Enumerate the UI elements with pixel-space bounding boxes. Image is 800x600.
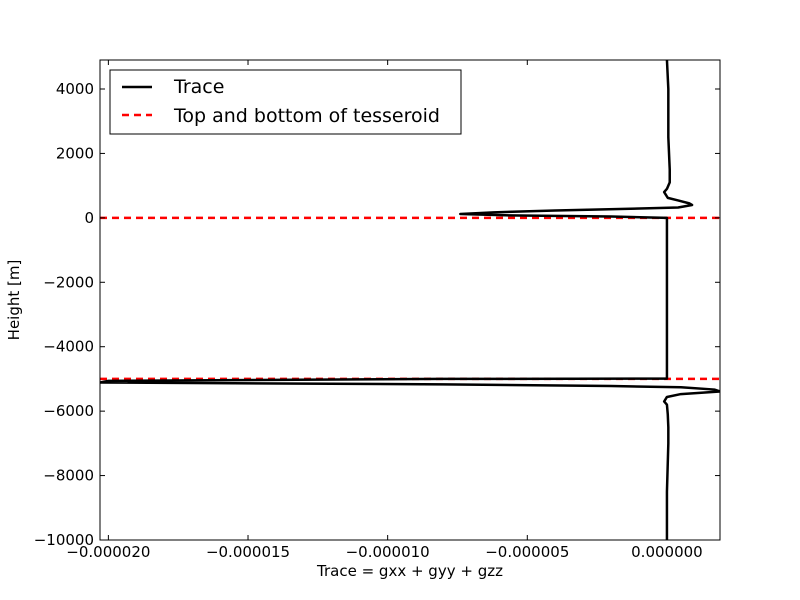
- legend-label-trace: Trace: [173, 76, 224, 98]
- series-line-trace: [100, 60, 720, 540]
- legend-box: [109, 69, 462, 135]
- x-axis: −0.000020 −0.000015 −0.000010 −0.000005 0.00…: [66, 60, 703, 561]
- legend: Trace Top and bottom of tesseroid: [109, 69, 462, 135]
- x-tick-label: −0.000005: [485, 543, 569, 561]
- y-tick-label: 0: [84, 209, 94, 227]
- plot-frame: [99, 59, 721, 541]
- y-tick-label: −8000: [43, 467, 94, 485]
- x-tick-label: −0.000010: [346, 543, 430, 561]
- y-tick-label: −10000: [34, 531, 94, 549]
- x-tick-label: −0.000015: [206, 543, 290, 561]
- reference-lines: [100, 216, 720, 381]
- x-tick-label: −0.000020: [66, 543, 150, 561]
- y-tick-label: −6000: [43, 402, 94, 420]
- y-tick-label: 4000: [56, 80, 94, 98]
- y-tick-label: −2000: [43, 273, 94, 291]
- y-axis: 4000 2000 0 −2000 −4000 −6000 −8000 −10000: [34, 80, 720, 549]
- x-tick-label: 0.000000: [631, 543, 703, 561]
- legend-label-reference: Top and bottom of tesseroid: [173, 105, 440, 127]
- series-layer: [100, 60, 720, 540]
- x-axis-label: Trace = gxx + gyy + gzz: [316, 562, 503, 580]
- y-tick-label: −4000: [43, 338, 94, 356]
- y-axis-label: Height [m]: [5, 260, 23, 341]
- y-tick-label: 2000: [56, 144, 94, 162]
